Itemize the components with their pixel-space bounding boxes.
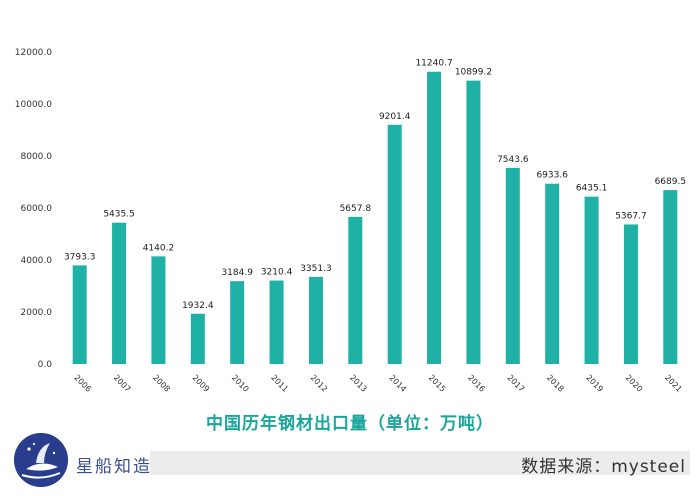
bar [584, 196, 599, 364]
bar-value-label: 6933.6 [536, 171, 568, 181]
bar-value-label: 3793.3 [64, 252, 96, 262]
bar [663, 190, 678, 364]
x-tick-label: 2008 [151, 373, 172, 394]
x-tick-label: 2015 [427, 373, 448, 394]
x-tick-label: 2017 [505, 373, 526, 394]
bar-value-label: 3210.4 [261, 268, 293, 278]
bar-value-label: 5657.8 [340, 204, 372, 214]
footer-band [150, 451, 690, 475]
bar [387, 124, 402, 364]
bar-value-label: 11240.7 [415, 59, 452, 69]
y-tick-label: 8000.0 [21, 152, 53, 162]
x-tick-label: 2019 [584, 373, 605, 394]
bar-value-label: 9201.4 [379, 112, 411, 122]
bar-value-label: 5435.5 [103, 210, 135, 220]
x-tick-label: 2018 [545, 373, 566, 394]
x-tick-label: 2014 [387, 373, 408, 394]
y-tick-label: 0.0 [38, 360, 53, 370]
x-tick-label: 2013 [348, 373, 369, 394]
bar [190, 313, 205, 364]
bar-value-label: 7543.6 [497, 155, 529, 165]
y-tick-label: 2000.0 [21, 308, 53, 318]
bar [505, 167, 520, 364]
x-tick-label: 2021 [663, 373, 684, 394]
bar [230, 281, 245, 364]
bar [151, 256, 166, 364]
bar [623, 224, 638, 364]
x-tick-label: 2007 [112, 373, 133, 394]
bar [348, 216, 363, 364]
bar [427, 71, 442, 365]
bar-value-label: 4140.2 [143, 243, 175, 253]
y-tick-label: 10000.0 [15, 100, 52, 110]
bar [269, 280, 284, 364]
brand-name: 星船知造 [76, 457, 152, 477]
bar-value-label: 3351.3 [300, 264, 332, 274]
x-tick-label: 2020 [624, 373, 645, 394]
bar-value-label: 5367.7 [615, 211, 647, 221]
bar-value-label: 1932.4 [182, 301, 214, 311]
bar [466, 80, 481, 365]
x-tick-label: 2006 [72, 373, 93, 394]
bar-value-label: 6435.1 [576, 184, 608, 194]
y-tick-label: 4000.0 [21, 256, 53, 266]
bar-value-label: 3184.9 [221, 268, 253, 278]
bar-chart: 0.0 2000.0 4000.0 6000.0 8000.0 10000.0 12000.… [15, 48, 687, 394]
brand-logo [14, 433, 68, 487]
x-tick-label: 2016 [466, 373, 487, 394]
y-tick-label: 12000.0 [15, 48, 52, 58]
bar [72, 265, 87, 364]
x-tick-label: 2009 [190, 373, 211, 394]
bar-value-label: 6689.5 [655, 177, 687, 187]
y-tick-label: 6000.0 [21, 204, 53, 214]
x-tick-label: 2011 [269, 373, 290, 394]
ship-logo-icon [14, 433, 68, 487]
x-tick-label: 2010 [230, 373, 251, 394]
bar [112, 222, 127, 364]
data-source: 数据来源：mysteel [521, 457, 686, 477]
bar [545, 183, 560, 364]
x-tick-label: 2012 [309, 373, 330, 394]
chart-title: 中国历年钢材出口量（单位：万吨） [206, 414, 494, 434]
bar-value-label: 10899.2 [455, 68, 492, 78]
bar [308, 276, 323, 364]
